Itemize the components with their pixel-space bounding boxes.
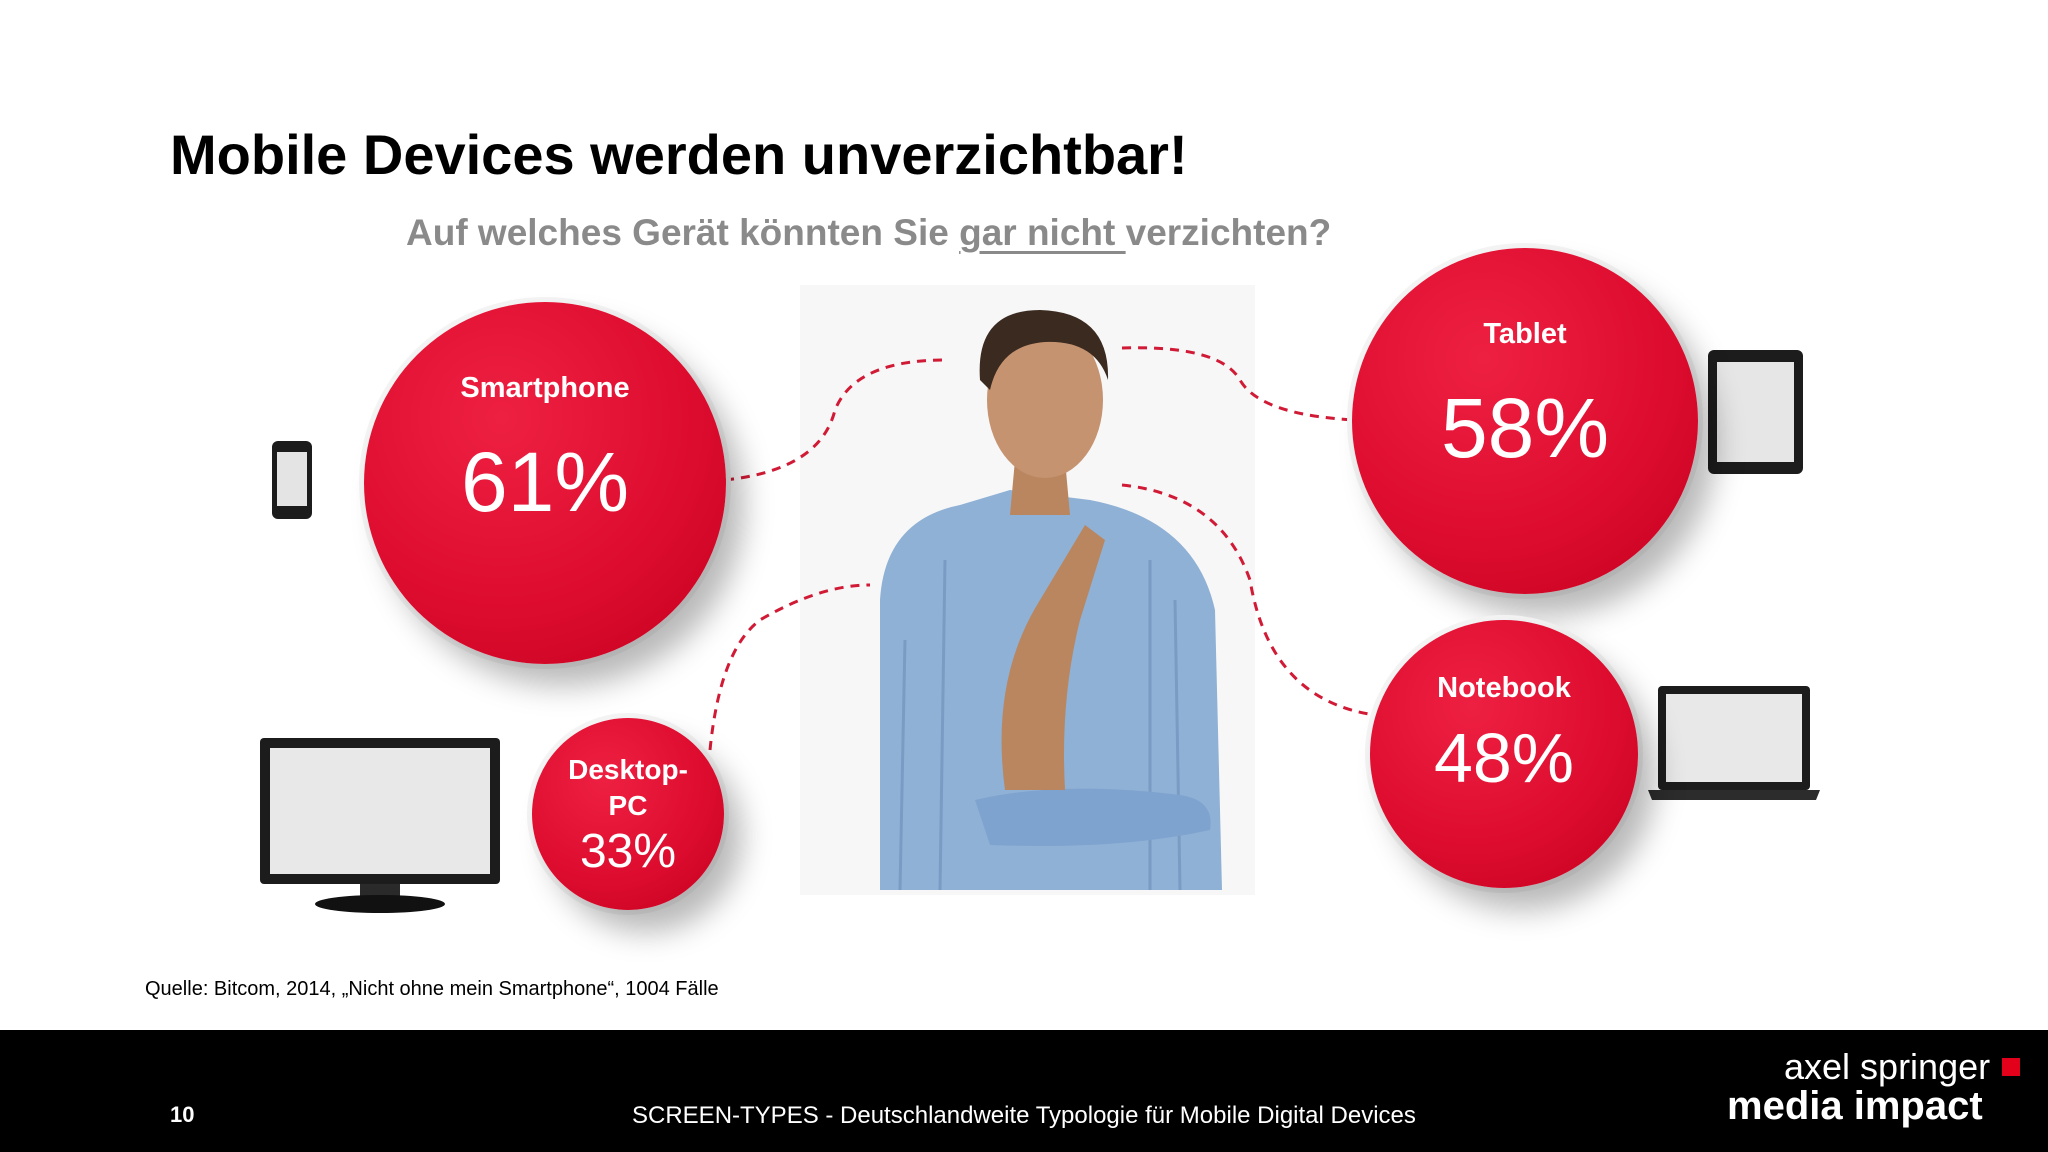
page-number: 10 (170, 1102, 195, 1127)
device-label-line1: Desktop- (568, 754, 688, 785)
laptop-icon (1648, 686, 1820, 800)
device-percentage: 33% (579, 825, 677, 878)
bubble-desktop-pc: Desktop- PC 33% (532, 718, 724, 910)
device-percentage: 58% (1440, 381, 1610, 475)
source-note: Quelle: Bitcom, 2014, „Nicht ohne mein S… (145, 978, 719, 1000)
bubble-tablet: Tablet 58% (1352, 248, 1698, 594)
smartphone-icon (272, 441, 312, 519)
logo-square-icon (2002, 1058, 2020, 1076)
logo-axel-springer: axel springer (1784, 1046, 1991, 1087)
dashed-connectors (708, 346, 1376, 751)
device-label: Smartphone (460, 372, 630, 404)
question-text-post: verzichten? (1125, 212, 1332, 253)
slide-question: Auf welches Gerät könnten Sie gar nicht … (406, 212, 1331, 254)
tablet-icon (1708, 350, 1803, 474)
bubble-notebook: Notebook 48% (1370, 620, 1638, 888)
footer-bar (0, 1030, 2048, 1152)
question-text-pre: Auf welches Gerät könnten Sie (406, 212, 960, 253)
question-text-underlined: gar nicht (959, 212, 1126, 253)
footer-title: SCREEN-TYPES - Deutschlandweite Typologi… (632, 1102, 1416, 1129)
logo-media-impact: media impact (1727, 1084, 1983, 1128)
device-label: Notebook (1437, 672, 1571, 704)
device-label: Tablet (1483, 318, 1567, 350)
device-percentage: 61% (460, 435, 630, 529)
device-label-line2: PC (608, 790, 648, 821)
device-percentage: 48% (1433, 719, 1575, 797)
desktop-monitor-icon (260, 738, 500, 913)
bubble-smartphone: Smartphone 61% (364, 302, 726, 664)
thinking-man-photo (800, 285, 1255, 895)
slide-title: Mobile Devices werden unverzichtbar! (170, 123, 1188, 186)
